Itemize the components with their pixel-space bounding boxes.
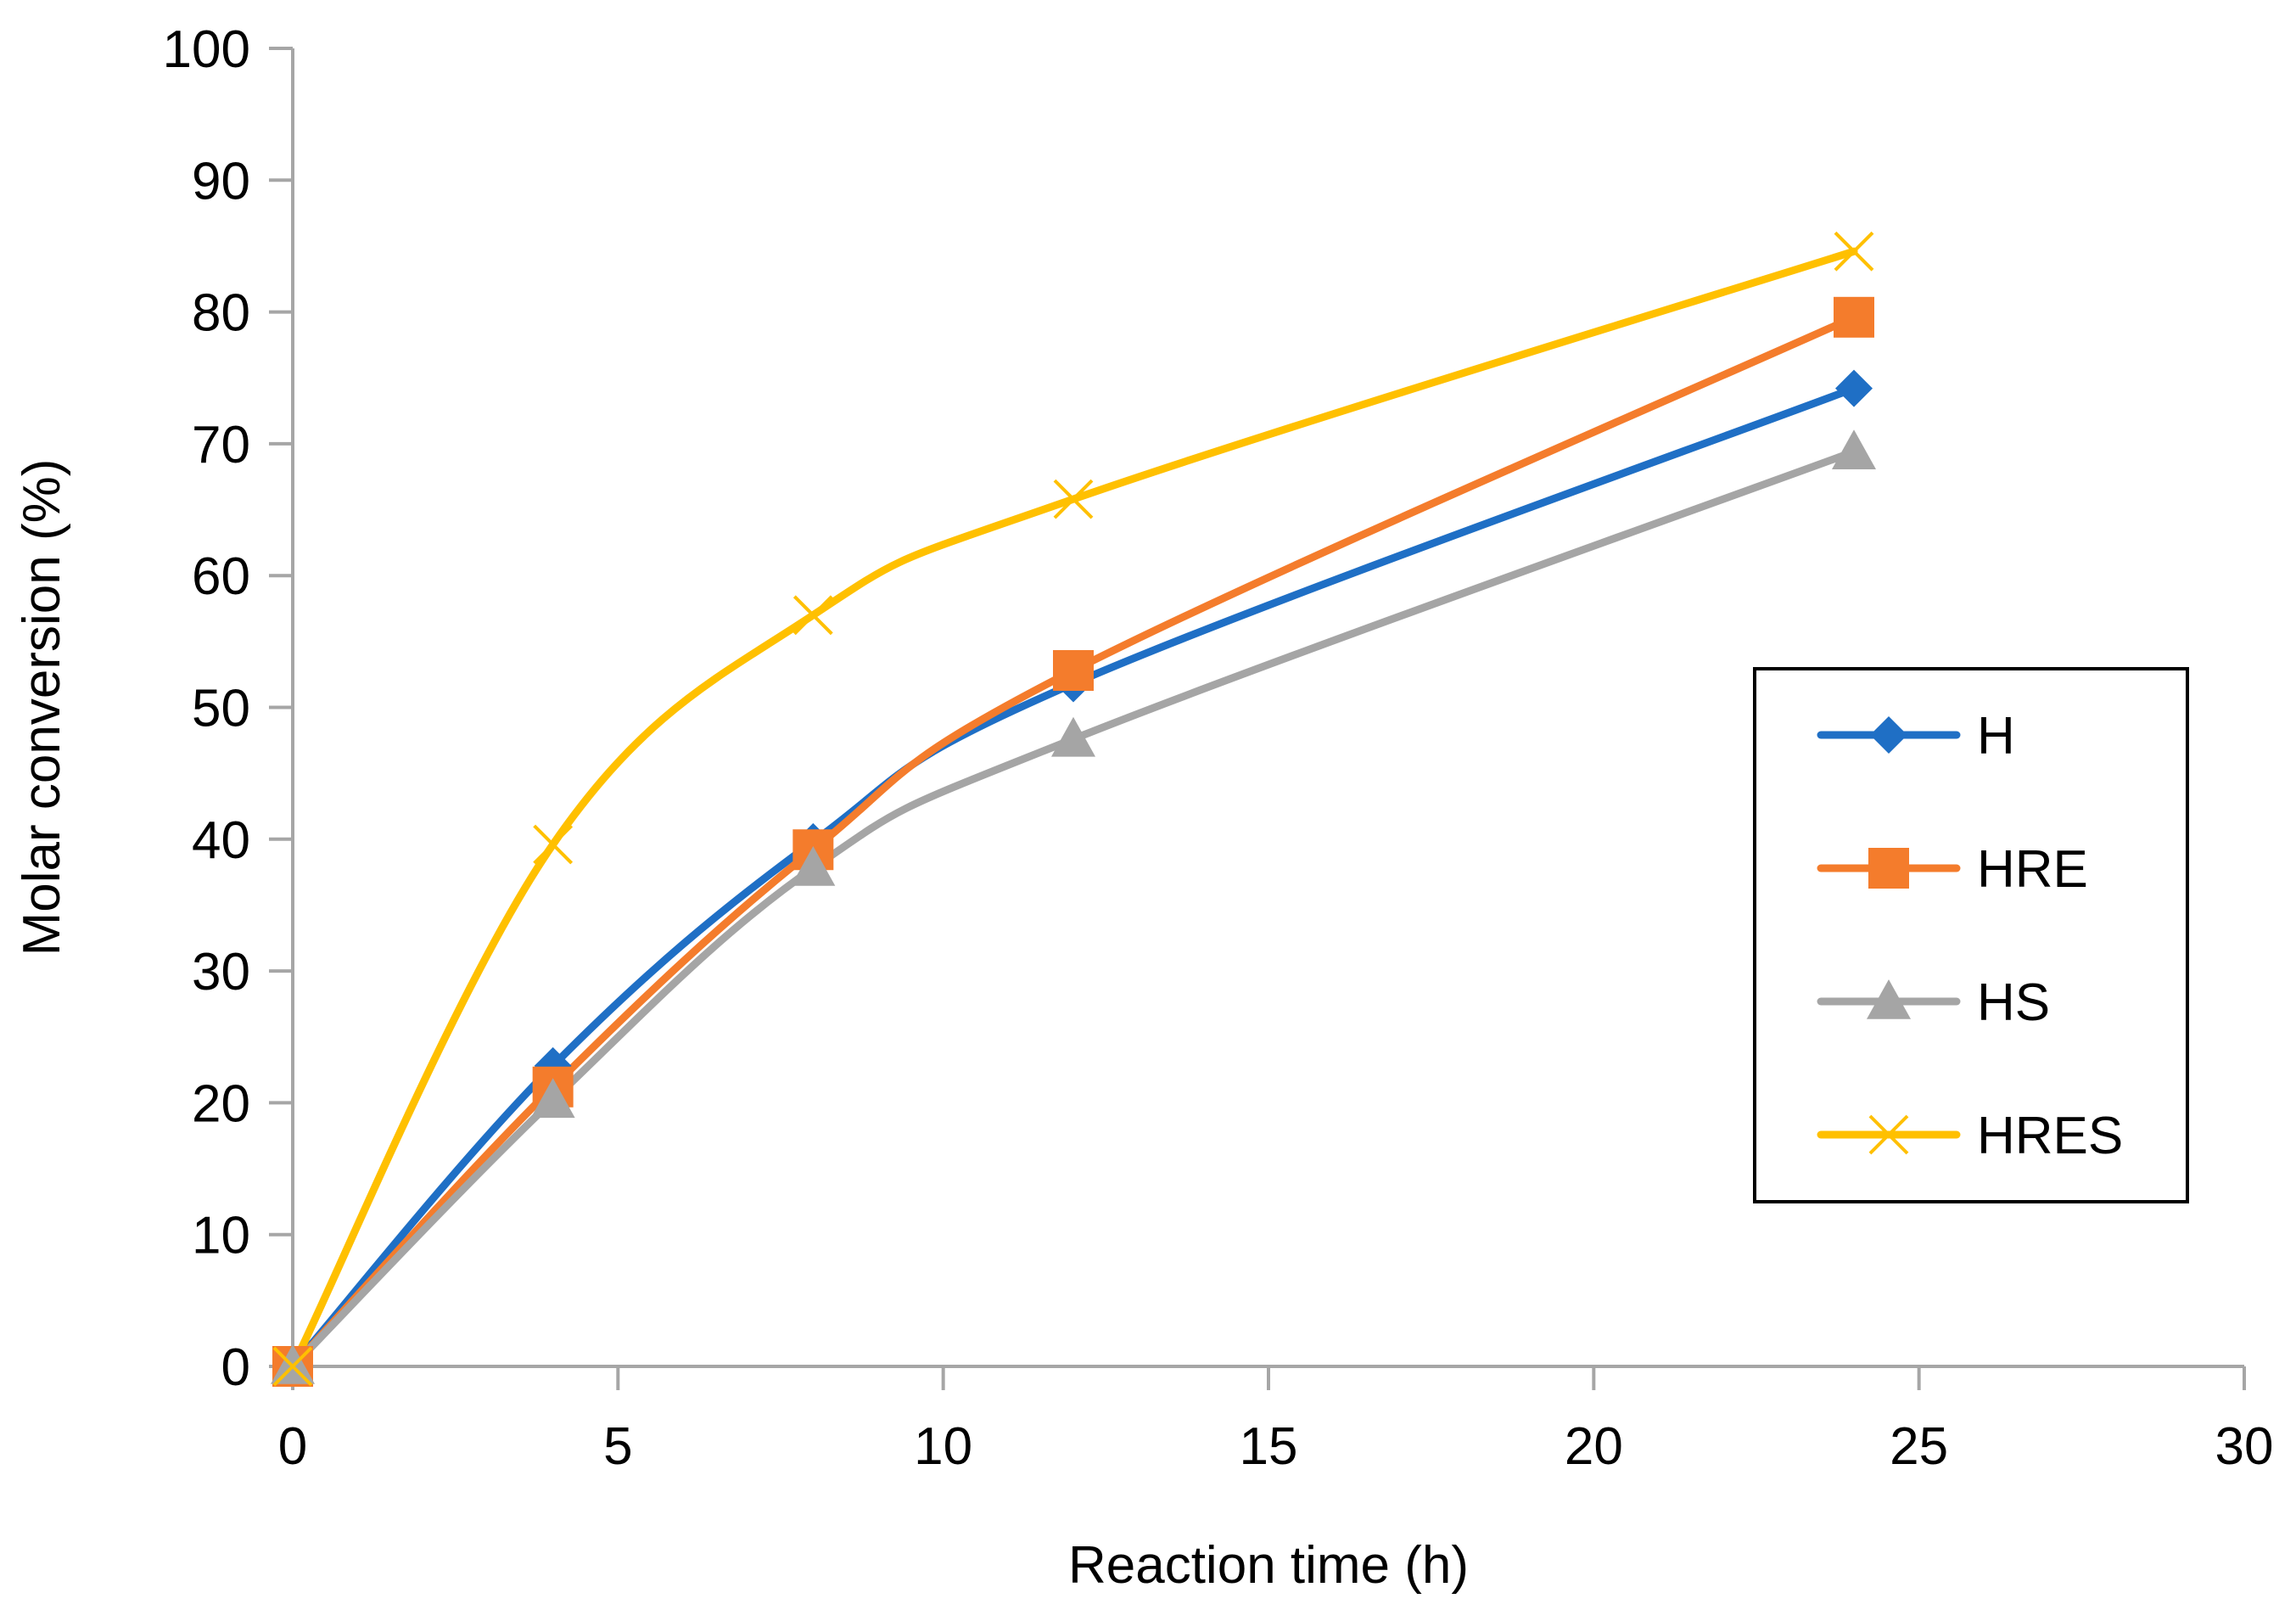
series-lines: [288, 247, 1858, 1371]
y-tick-label: 0: [221, 1338, 250, 1397]
data-point-hres: [792, 595, 833, 636]
legend-marker: [1867, 979, 1911, 1019]
legend-box: [1753, 667, 2189, 1203]
legend: H HRE HS HRES: [1753, 667, 2189, 1203]
y-axis-title: Molar conversion (%): [13, 459, 71, 956]
x-marker-stroke: [533, 824, 574, 865]
legend-marker: [1870, 716, 1907, 754]
series-line-hre: [288, 313, 1858, 1371]
series-markers: [271, 231, 1876, 1387]
x-tick-label: 5: [603, 1417, 632, 1476]
x-marker-stroke: [792, 595, 833, 636]
data-point-hres: [1053, 479, 1094, 519]
y-tick-label: 30: [192, 943, 250, 1001]
y-tick-label: 60: [192, 547, 250, 606]
data-point-hre: [1053, 650, 1094, 692]
legend-label: HRE: [1977, 840, 2088, 899]
x-tick-label: 20: [1565, 1417, 1623, 1476]
series-line-hs: [288, 447, 1858, 1371]
x-marker-stroke: [1868, 1114, 1909, 1155]
series-line-hres: [288, 247, 1858, 1371]
data-point-hs: [530, 1078, 575, 1119]
axes: 0 10 20 30 40 50 60 70 80 90 100 0 5 10 15 20 25 30: [163, 20, 2274, 1476]
data-point-hre: [1834, 296, 1874, 338]
x-marker-stroke: [1053, 479, 1094, 519]
y-tick-label: 10: [192, 1207, 250, 1265]
legend-item-hres: HRES: [1817, 1107, 2123, 1165]
x-marker-stroke: [272, 1346, 313, 1387]
data-point-hs: [1051, 716, 1095, 757]
y-tick-label: 20: [192, 1074, 250, 1133]
y-tick-label: 70: [192, 416, 250, 474]
x-tick-label: 25: [1890, 1417, 1948, 1476]
legend-marker: [1868, 1114, 1909, 1155]
legend-item-hs: HS: [1817, 973, 2050, 1032]
y-tick-label: 100: [163, 20, 250, 79]
y-tick-label: 90: [192, 152, 250, 210]
data-point-hres: [533, 824, 574, 865]
data-point-h: [1835, 369, 1873, 407]
data-point-hs: [791, 845, 836, 886]
x-axis-title: Reaction time (h): [1068, 1536, 1469, 1595]
y-tick-label: 40: [192, 811, 250, 870]
y-tick-label: 80: [192, 284, 250, 343]
data-point-hs: [1832, 429, 1876, 470]
legend-label: HRES: [1977, 1107, 2123, 1165]
legend-marker: [1868, 848, 1909, 889]
y-tick-label: 50: [192, 680, 250, 738]
legend-label: HS: [1977, 973, 2050, 1032]
data-point-hres: [272, 1346, 313, 1387]
legend-label: H: [1977, 707, 2015, 766]
x-marker-stroke: [1834, 231, 1874, 272]
legend-item-h: H: [1817, 707, 2015, 766]
data-point-hres: [1834, 231, 1874, 272]
x-tick-label: 15: [1240, 1417, 1298, 1476]
x-tick-label: 0: [278, 1417, 307, 1476]
legend-item-hre: HRE: [1817, 840, 2088, 899]
x-tick-label: 10: [914, 1417, 972, 1476]
x-tick-label: 30: [2215, 1417, 2274, 1476]
